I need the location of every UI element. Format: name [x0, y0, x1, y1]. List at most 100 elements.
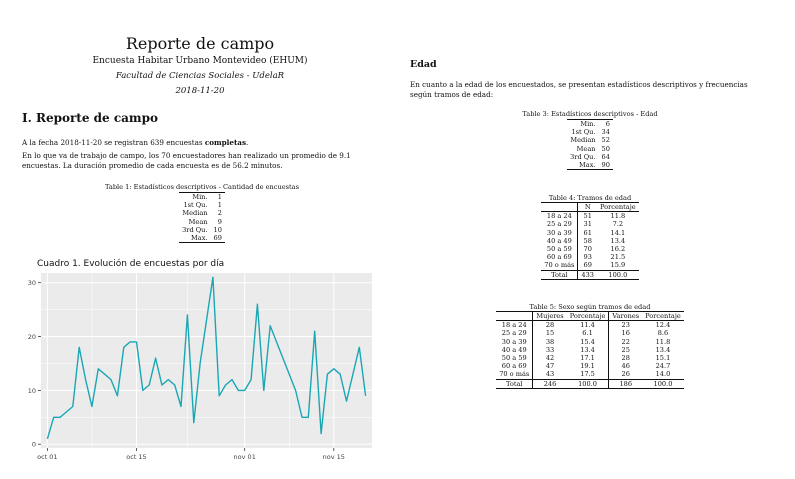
table5-cell: 70 o más — [496, 370, 534, 380]
table5-cell: 38 — [545, 337, 555, 346]
x-tick-label: oct 15 — [126, 453, 146, 461]
table4-cell: 21.5 — [610, 253, 626, 262]
table5-cell: 25 — [621, 345, 630, 354]
table3-label: 1st Qu. — [571, 128, 596, 137]
y-tick-label: 30 — [28, 279, 36, 287]
table3-label: Min. — [567, 119, 599, 129]
table4-cell: 61 — [583, 228, 592, 237]
table4-total-row: Total 433 100.0 — [541, 270, 639, 280]
table5-cell: 60 a 69 — [496, 362, 534, 371]
table4-cell: 58 — [583, 236, 592, 245]
table5-header-row: Mujeres Porcentaje Varones Porcentaje — [496, 310, 684, 322]
table5-total-row: Total 246 100.0 186 100.0 — [496, 379, 684, 389]
table3-value: 64 — [601, 152, 610, 161]
table5-wrap: Mujeres Porcentaje Varones Porcentaje 18 a 2… — [410, 310, 770, 389]
edad-heading: Edad — [410, 59, 437, 70]
y-tick-label: 10 — [28, 387, 36, 395]
table4-caption: Table 4: Tramos de edad — [548, 194, 632, 202]
table5-row: 60 a 69 47 19.1 46 24.7 — [496, 362, 684, 371]
table4-cell: 30 a 39 — [541, 228, 579, 237]
paragraph-2: En lo que va de trabajo de campo, los 70… — [22, 151, 351, 170]
table1-row: 1st Qu. 1 — [179, 201, 225, 209]
table3-value: 6 — [598, 119, 613, 129]
table5-cell: 12.4 — [655, 321, 671, 330]
table5-cell: 19.1 — [566, 362, 610, 371]
table4: N Porcentaje 18 a 24 51 11.8 25 a 29 31 7.2 30 a… — [541, 201, 639, 280]
line-chart: 0 10 20 30 oct 01 oct 15 nov 01 nov 15 — [28, 273, 379, 461]
table3-label: Mean — [576, 144, 596, 153]
table5-row: 50 a 59 42 17.1 28 15.1 — [496, 354, 684, 363]
table3-caption: Table 3: Estadísticos descriptivos - Eda… — [522, 110, 658, 118]
table4-cell: 16.2 — [610, 245, 626, 254]
table1-row: Max. 69 — [179, 234, 225, 244]
table3-row: 3rd Qu. 64 — [567, 153, 613, 161]
table3-label: Max. — [567, 161, 599, 171]
table4-cell: 25 a 29 — [541, 220, 579, 229]
table1-value: 69 — [210, 234, 225, 244]
table4-row: 50 a 59 70 16.2 — [541, 245, 638, 254]
series-line — [46, 276, 367, 439]
table5-header: Porcentaje — [566, 310, 610, 322]
table3-row: Max. 90 — [567, 161, 613, 171]
table5-total-cell: Total — [496, 379, 534, 389]
table5-cell: 40 a 49 — [496, 345, 534, 355]
table5-cell: 11.4 — [566, 320, 610, 330]
table5-cell: 13.4 — [566, 345, 610, 355]
table4-header: N — [577, 201, 598, 213]
table5-cell: 23 — [621, 321, 630, 330]
table5-cell: 28 — [621, 354, 630, 363]
table1-caption: Table 1: Estadísticos descriptivos - Can… — [105, 183, 299, 191]
table5-cell: 25 a 29 — [496, 329, 534, 338]
table4-cell: 40 a 49 — [541, 236, 579, 246]
table4-cell: 51 — [583, 212, 592, 221]
table1-wrap: Min. 1 1st Qu. 1 Median 2 Mean 9 3rd Qu. 10 Max. 69 — [22, 192, 382, 244]
table3-value: 90 — [598, 161, 613, 171]
report-affiliation: Facultad de Ciencias Sociales - UdelaR — [115, 71, 285, 81]
x-tick-label: nov 15 — [323, 453, 345, 461]
table5-cell: 14.0 — [642, 370, 684, 380]
table5-cell: 13.4 — [655, 345, 671, 354]
table3-row: Mean 50 — [567, 145, 613, 153]
table5-caption: Table 5: Sexo según tramos de edad — [529, 303, 651, 311]
paragraph-1-text: A la fecha 2018-11-20 se registran 639 e… — [22, 138, 205, 147]
table4-cell: 14.1 — [610, 228, 626, 237]
table5-header: Porcentaje — [642, 310, 684, 322]
table5-cell: 17.5 — [566, 370, 610, 380]
table5-row: 40 a 49 33 13.4 25 13.4 — [496, 345, 684, 355]
table3-label: 3rd Qu. — [570, 152, 596, 161]
table3-wrap: Min. 6 1st Qu. 34 Median 52 Mean 50 3rd Qu. 64 Max… — [410, 119, 770, 171]
table5-total-cell: 100.0 — [566, 379, 610, 389]
table3-row: Min. 6 — [567, 119, 613, 129]
y-tick-label: 0 — [32, 441, 36, 449]
table4-row: 30 a 39 61 14.1 — [541, 228, 638, 237]
section-heading: I. Reporte de campo — [22, 111, 159, 125]
table5-cell: 15 — [545, 329, 555, 338]
paragraph-1-end: . — [246, 138, 249, 147]
table4-cell: 69 — [577, 261, 598, 271]
table5-cell: 43 — [532, 370, 567, 380]
table4-cell: 15.9 — [597, 261, 639, 271]
table4-cell: 50 a 59 — [541, 245, 579, 254]
table1-value: 2 — [217, 209, 222, 218]
x-tick-label: oct 01 — [37, 453, 57, 461]
table1-label: 3rd Qu. — [182, 225, 208, 234]
table5-row: 25 a 29 15 6.1 16 8.6 — [496, 329, 684, 338]
table5: Mujeres Porcentaje Varones Porcentaje 18 a 2… — [496, 310, 684, 389]
table1-label: Median — [182, 209, 208, 218]
table4-cell: 31 — [583, 220, 592, 229]
table4-row: 18 a 24 51 11.8 — [541, 211, 638, 221]
table5-cell: 22 — [621, 337, 630, 346]
paragraph-1: A la fecha 2018-11-20 se registran 639 e… — [22, 138, 382, 148]
table3-value: 34 — [601, 128, 610, 137]
table4-row: 40 a 49 58 13.4 — [541, 236, 638, 246]
table3-value: 50 — [601, 144, 610, 153]
chart-title: Cuadro 1. Evolución de encuestas por día — [37, 259, 225, 269]
table4-cell: 60 a 69 — [541, 253, 579, 262]
table5-cell: 15.4 — [566, 337, 610, 346]
table1-row: Mean 9 — [179, 218, 225, 226]
table4-cell: 11.8 — [610, 212, 626, 221]
table1-row: Median 2 — [179, 209, 225, 217]
table5-row: 18 a 24 28 11.4 23 12.4 — [496, 320, 684, 330]
table5-total-cell: 186 — [608, 379, 643, 389]
table5-row: 30 a 39 38 15.4 22 11.8 — [496, 337, 684, 346]
